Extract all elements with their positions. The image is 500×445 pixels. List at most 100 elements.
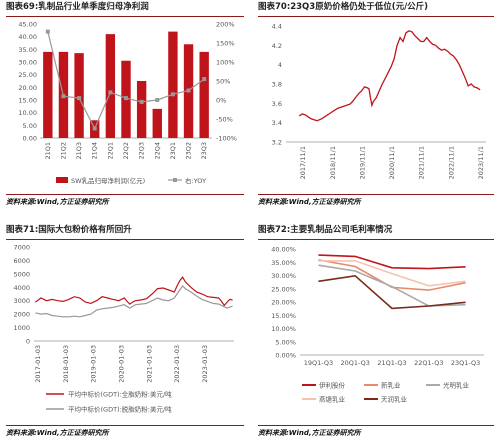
y-left-tick-label: 5.00 (23, 122, 37, 130)
x-tick-label: 2020/11/1 (388, 146, 396, 179)
panel-69: 图表69:乳制品行业单季度归母净利润 0.00 5.00 10.00 15.00 20.… (6, 0, 244, 210)
legend-label: 平均中标价(GDT):脱脂奶粉:美元/吨 (68, 405, 172, 414)
x-tick-label: 23Q3 (200, 142, 208, 160)
x-tick-label: 21Q4 (91, 142, 99, 160)
y-tick-label: 20.00% (271, 299, 296, 307)
y-left-tick-label: 25.00 (18, 71, 37, 79)
legend-label: 右:YOY (185, 176, 206, 185)
y-left-tick-label: 20.00 (18, 84, 37, 92)
y-tick-label: 30.00% (271, 272, 296, 280)
x-tick-label: 22Q4 (153, 142, 161, 160)
legend-label: SW乳品归母净利润(亿元) (71, 176, 145, 185)
x-tick-label: 23Q1-Q3 (451, 359, 480, 367)
y-tick-label: 2000 (13, 311, 30, 319)
y-tick-label: 4.4 (272, 23, 282, 31)
yoy-point (124, 96, 128, 101)
bar (199, 51, 209, 138)
x-tick-label: 2023/11/1 (477, 146, 485, 179)
chart-72: 0.00% 5.00% 10.00% 15.00% 20.00% 25.00% 30.00%… (271, 246, 484, 404)
panel-71-title: 图表71:国际大包粉价格有所回升 (6, 223, 244, 240)
legend-label: 光明乳业 (443, 381, 470, 390)
margin-line (318, 254, 466, 270)
margin-line (318, 264, 466, 307)
panel-71-source: 资料来源:Wind,方正证券研究所 (6, 425, 244, 438)
chart-70: 3.2 3.4 3.6 3.8 4 4.2 4.4 2017/11/1 2018/11/1 201… (272, 23, 486, 179)
y-tick-label: 4 (278, 61, 282, 69)
panel-70: 图表70:23Q3原奶价格仍处于低位(元/公斤) 3.2 3.4 3.6 3.8 4 4.… (258, 0, 494, 210)
y-left-tick-label: 15.00 (18, 97, 37, 105)
y-tick-label: 3.2 (272, 139, 282, 147)
x-tick-label: 22Q3 (138, 142, 146, 160)
bar (43, 51, 53, 138)
x-tick-label: 21Q2 (59, 142, 67, 160)
y-right-tick-label: 50% (216, 78, 230, 86)
x-tick-label: 2020-01-03 (118, 345, 126, 383)
x-tick-label: 2018/11/1 (329, 146, 337, 179)
x-tick-label: 2021-01-03 (145, 345, 153, 383)
x-tick-label: 2018-01-03 (62, 345, 70, 383)
bar (152, 108, 162, 138)
yoy-point (139, 99, 144, 104)
legend-swatch (56, 177, 68, 183)
skim-milk-powder-line (35, 284, 233, 318)
y-left-tick-label: 35.00 (18, 46, 37, 54)
bar (74, 53, 84, 139)
y-left-tick-label: 30.00 (18, 59, 37, 67)
y-tick-label: 3000 (13, 297, 30, 305)
x-tick-label: 21Q1-Q3 (377, 359, 406, 367)
y-tick-label: 7000 (13, 244, 30, 252)
margin-line (318, 259, 466, 291)
yoy-point (170, 92, 175, 97)
y-tick-label: 1000 (13, 324, 30, 332)
x-tick-label: 2023-01-03 (201, 345, 209, 383)
yoy-point (77, 96, 82, 101)
x-tick-label: 2017/11/1 (299, 146, 307, 179)
panel-70-title: 图表70:23Q3原奶价格仍处于低位(元/公斤) (258, 0, 494, 17)
x-tick-label: 2017-01-03 (34, 345, 42, 383)
y-left-tick-label: 45.00 (18, 21, 37, 29)
legend-label: 平均中标价(GDT):全脂奶粉:美元/吨 (68, 390, 172, 399)
chart-69: 0.00 5.00 10.00 15.00 20.00 25.00 30.00 35.00 40… (18, 21, 237, 186)
x-tick-label: 2022/11/1 (447, 146, 455, 179)
bar (105, 34, 116, 138)
yoy-point (155, 98, 160, 102)
x-tick-label: 22Q1 (106, 142, 114, 160)
panel-71: 图表71:国际大包粉价格有所回升 0 1000 2000 3000 4000 5000 60… (6, 223, 244, 443)
yoy-point (202, 77, 207, 82)
chart-71: 0 1000 2000 3000 4000 5000 6000 7000 2017-01-03 2… (13, 244, 234, 414)
y-tick-label: 15.00% (271, 312, 296, 320)
yoy-point (45, 29, 50, 34)
y-tick-label: 3.6 (272, 100, 282, 108)
x-tick-label: 22Q1-Q3 (414, 359, 443, 367)
yoy-point (186, 88, 191, 93)
y-left-tick-label: 0.00 (23, 135, 37, 143)
panel-69-title: 图表69:乳制品行业单季度归母净利润 (6, 0, 244, 17)
x-tick-label: 21Q3 (75, 142, 83, 160)
x-tick-label: 2021/11/1 (418, 146, 426, 179)
margin-line (318, 260, 466, 287)
y-right-tick-label: 0% (216, 97, 226, 105)
x-tick-label: 19Q1-Q3 (304, 359, 333, 367)
yoy-point (92, 126, 97, 131)
y-tick-label: 0.00% (275, 352, 296, 360)
y-left-tick-label: 40.00 (18, 33, 37, 41)
x-tick-label: 23Q1 (169, 142, 177, 160)
bar (136, 81, 147, 138)
panel-70-source: 资料来源:Wind,方正证券研究所 (258, 194, 494, 207)
x-tick-label: 22Q2 (122, 142, 130, 160)
price-line (298, 30, 481, 122)
legend-label: 新乳业 (381, 381, 401, 390)
legend-label: 天润乳业 (381, 395, 408, 404)
panel-72: 图表72:主要乳制品公司毛利率情况 0.00% 5.00% 10.00% 15.00%… (258, 223, 494, 443)
y-tick-label: 0 (26, 338, 30, 346)
y-right-tick-label: 150% (216, 40, 235, 48)
y-tick-label: 4.2 (272, 42, 282, 50)
x-tick-label: 2022-01-03 (173, 345, 181, 383)
y-tick-label: 35.00% (271, 259, 296, 267)
panel-72-source: 资料来源:Wind,方正证券研究所 (258, 425, 494, 438)
yoy-point (108, 90, 113, 95)
y-left-tick-label: 10.00 (18, 109, 37, 117)
y-tick-label: 3.8 (272, 81, 282, 89)
y-tick-label: 5.00% (275, 338, 296, 346)
y-tick-label: 40.00% (271, 246, 296, 254)
